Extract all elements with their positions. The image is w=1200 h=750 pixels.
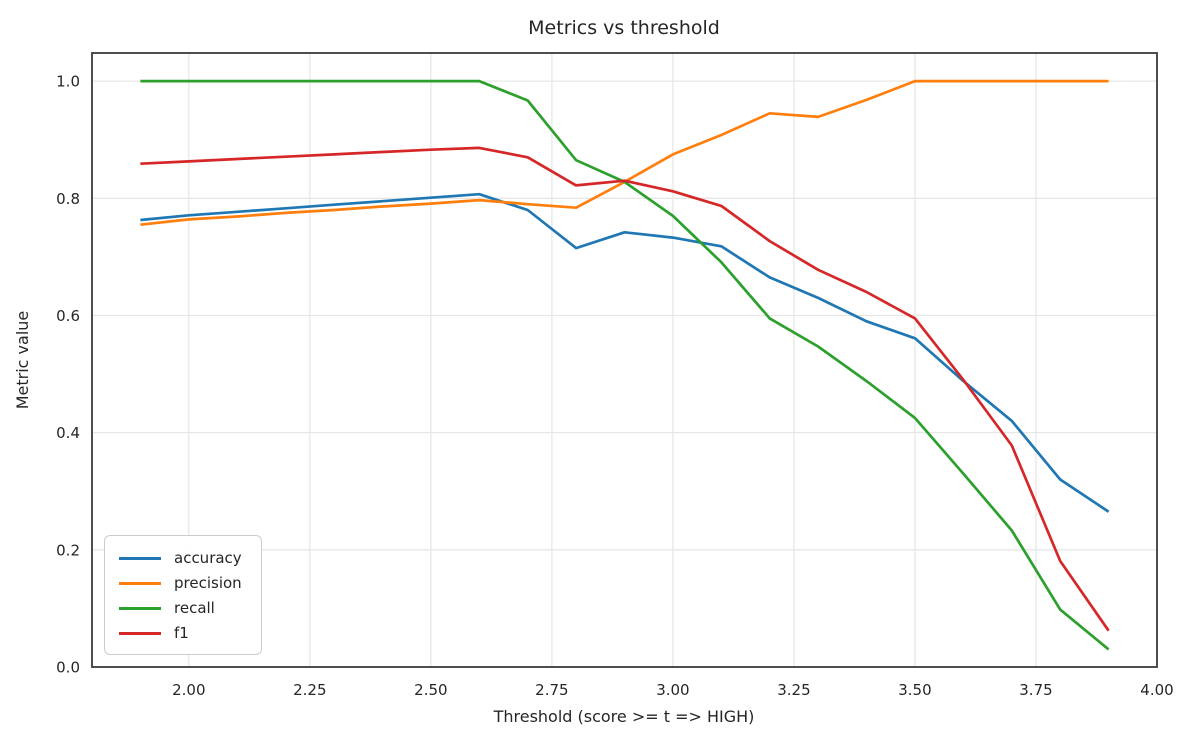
series-line-f1 [140,146,1110,632]
x-tick-label: 3.75 [1019,681,1052,699]
tick-layer: 2.00 2.25 2.50 2.75 3.00 3.25 3.50 3.75 4.00 0.0 0… [56,73,1174,699]
y-tick-label: 0.8 [56,190,80,208]
legend-swatch-f1 [119,631,161,635]
x-tick-label: 3.50 [898,681,931,699]
legend-item-precision: precision [119,572,249,594]
y-tick-label: 0.6 [56,307,80,325]
legend-label-recall: recall [174,599,215,617]
series-line-precision [140,79,1109,227]
y-tick-label: 0.0 [56,659,80,677]
series-layer [140,79,1110,651]
x-axis-label: Threshold (score >= t => HIGH) [493,707,755,726]
legend-swatch-precision [119,581,161,585]
x-tick-label: 2.50 [414,681,447,699]
x-tick-label: 3.25 [777,681,810,699]
series-line-accuracy [140,192,1110,513]
legend-label-accuracy: accuracy [174,549,242,567]
legend-swatch-recall [119,606,161,610]
x-tick-label: 4.00 [1140,681,1173,699]
legend-label-precision: precision [174,574,242,592]
legend: accuracy precision recall f1 [104,535,262,655]
y-tick-label: 0.2 [56,541,80,559]
legend-item-f1: f1 [119,622,249,644]
y-axis-label: Metric value [13,311,32,410]
series-line-recall [140,79,1110,651]
legend-label-f1: f1 [174,624,189,642]
plot-border [91,52,1158,668]
x-tick-label: 2.75 [535,681,568,699]
y-tick-label: 1.0 [56,73,80,91]
y-tick-label: 0.4 [56,424,80,442]
chart-title: Metrics vs threshold [528,17,720,39]
legend-item-recall: recall [119,597,249,619]
legend-swatch-accuracy [119,556,161,560]
x-tick-label: 3.00 [656,681,689,699]
x-tick-label: 2.00 [172,681,205,699]
x-tick-label: 2.25 [293,681,326,699]
legend-item-accuracy: accuracy [119,547,249,569]
